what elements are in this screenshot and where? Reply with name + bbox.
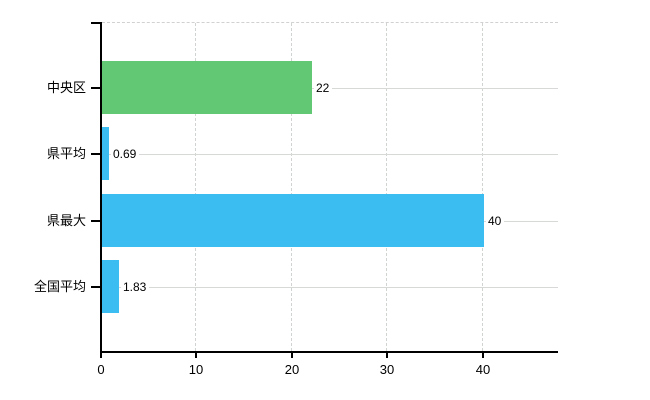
y-tick — [91, 220, 100, 222]
bar-value-label: 22 — [314, 80, 333, 96]
bar — [102, 194, 484, 247]
x-tick-label: 40 — [475, 362, 491, 377]
v-gridline — [482, 23, 483, 351]
x-tick — [482, 353, 484, 358]
bar — [102, 61, 312, 114]
category-label: 県最大 — [46, 213, 86, 228]
v-gridline — [195, 23, 196, 351]
x-tick — [291, 353, 293, 358]
bar-value-label: 1.83 — [121, 279, 150, 295]
bar — [102, 260, 119, 313]
h-gridline — [102, 154, 558, 155]
x-tick-label: 0 — [97, 362, 105, 377]
y-tick — [91, 87, 100, 89]
plot-area: 0 10 20 30 40 中央区 22 県平均 0.69 県最大 40 全国平均 1.83 — [34, 22, 558, 377]
h-gridline — [102, 287, 558, 288]
y-tick — [91, 153, 100, 155]
x-tick — [100, 353, 102, 358]
v-gridline — [291, 23, 292, 351]
x-tick-label: 20 — [284, 362, 300, 377]
category-label: 中央区 — [46, 80, 86, 95]
x-tick-label: 10 — [188, 362, 204, 377]
bar-value-label: 0.69 — [111, 146, 140, 162]
v-gridline — [386, 23, 387, 351]
bar — [102, 127, 109, 180]
x-axis — [100, 351, 558, 353]
x-tick — [386, 353, 388, 358]
y-axis — [100, 22, 102, 353]
plot-top-border — [102, 22, 558, 23]
y-axis-top-tick — [91, 22, 100, 24]
category-label: 全国平均 — [33, 279, 86, 294]
x-tick-label: 30 — [379, 362, 395, 377]
y-tick — [91, 286, 100, 288]
category-label: 県平均 — [46, 146, 86, 161]
bar-value-label: 40 — [486, 213, 505, 229]
x-tick — [195, 353, 197, 358]
